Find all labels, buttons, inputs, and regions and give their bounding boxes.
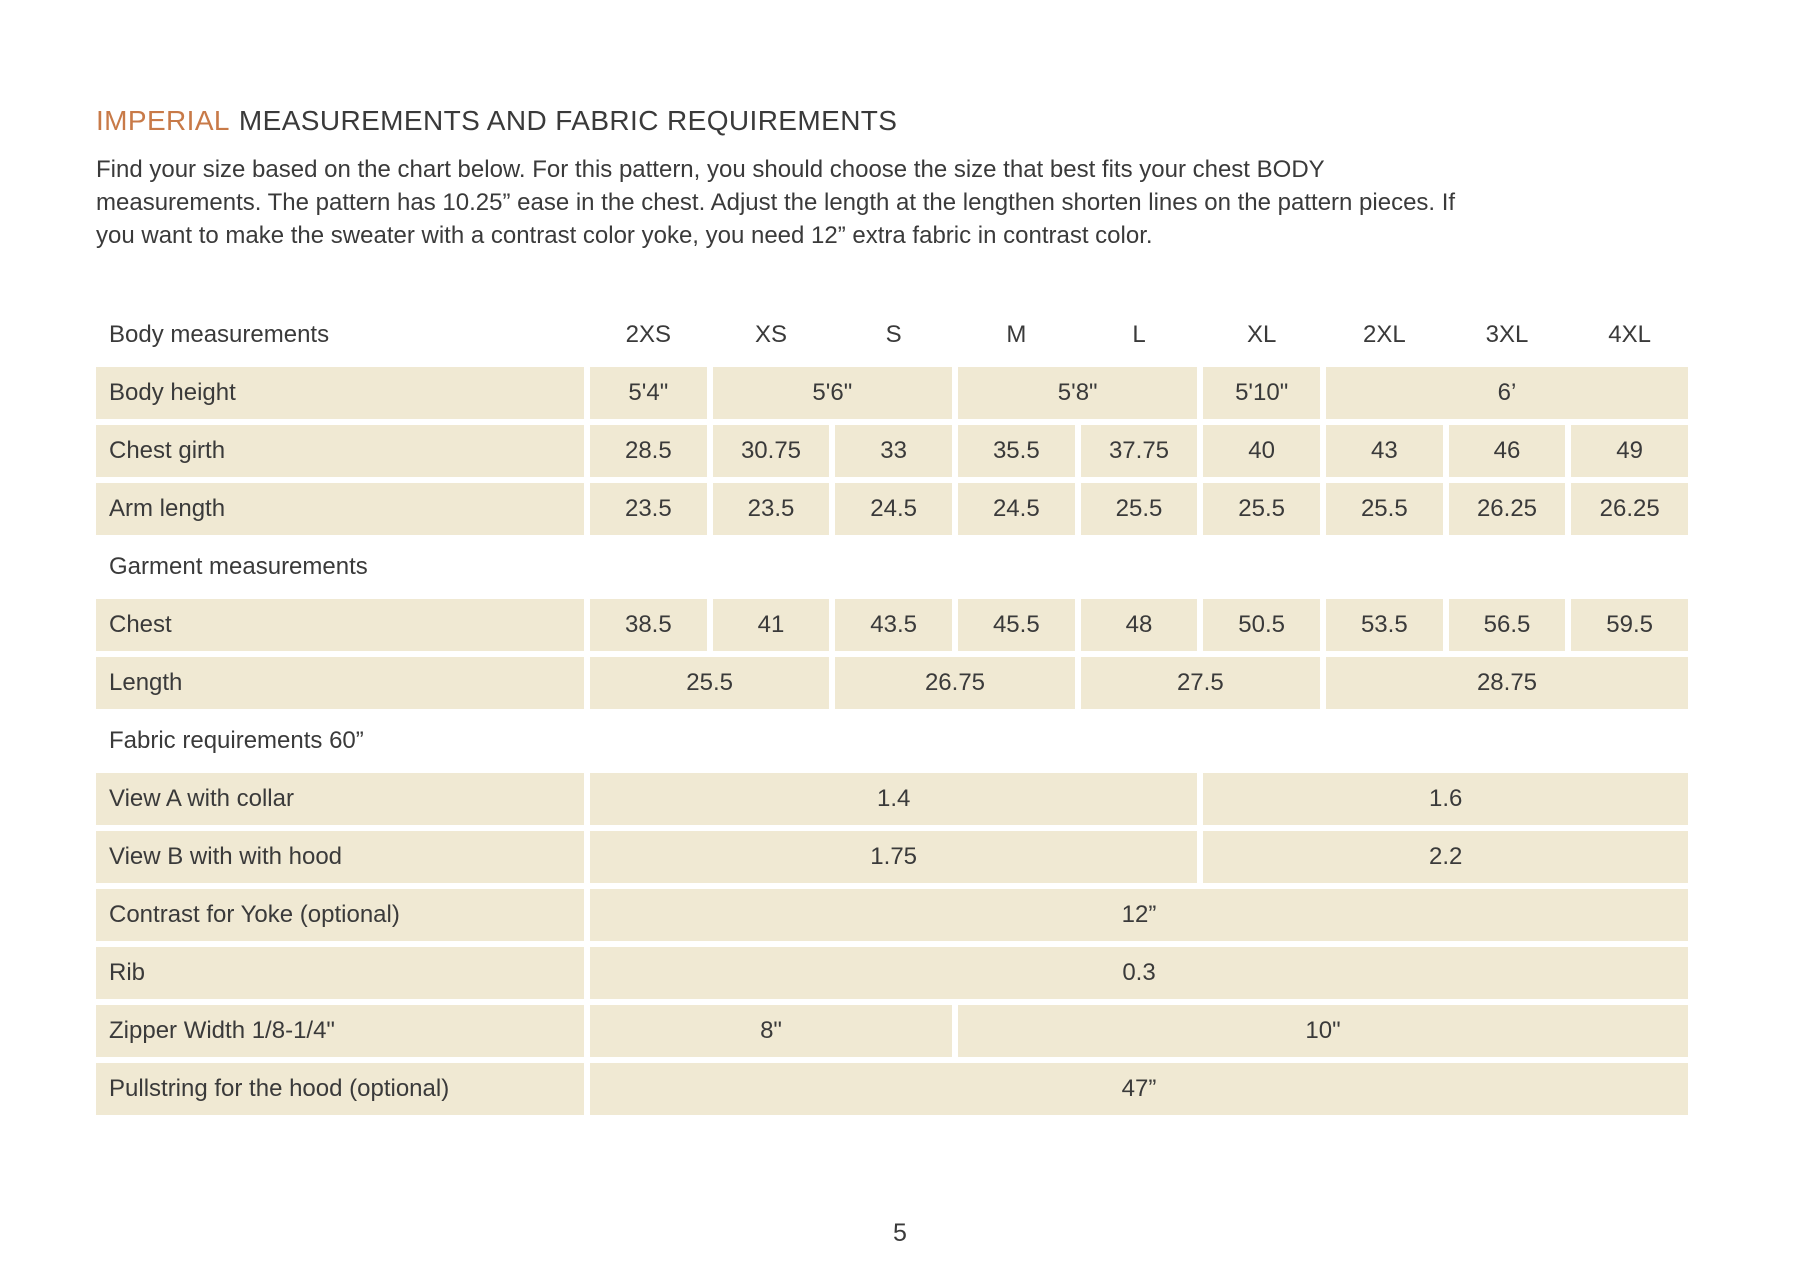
table-cell: 47” — [590, 1063, 1688, 1115]
table-cell: 46 — [1448, 425, 1566, 477]
table-cell: 5'10" — [1203, 367, 1320, 419]
table-cell: 48 — [1080, 599, 1198, 651]
row-label: Zipper Width 1/8-1/4" — [96, 1005, 584, 1057]
measurements-table: Body measurements 2XS XS S M L XL 2XL 3X… — [96, 309, 1688, 1115]
table-cell: 26.75 — [835, 657, 1075, 709]
table-cell: 35.5 — [957, 425, 1075, 477]
table-row-chest-girth: Chest girth 28.5 30.75 33 35.5 37.75 40 … — [96, 425, 1688, 477]
table-cell: 5'8" — [958, 367, 1198, 419]
title-highlight: IMPERIAL — [96, 105, 230, 136]
table-row-garment-chest: Chest 38.5 41 43.5 45.5 48 50.5 53.5 56.… — [96, 599, 1688, 651]
table-row-view-a: View A with collar 1.4 1.6 — [96, 773, 1688, 825]
size-column-header: L — [1132, 321, 1146, 348]
table-cell: 23.5 — [590, 483, 707, 535]
table-cell: 2.2 — [1203, 831, 1688, 883]
page-number: 5 — [893, 1219, 907, 1247]
table-cell: 28.75 — [1325, 657, 1688, 709]
column-header-label: Body measurements — [109, 321, 330, 348]
table-cell: 41 — [712, 599, 830, 651]
section-label: Fabric requirements 60” — [109, 727, 364, 754]
table-cell: 24.5 — [957, 483, 1075, 535]
table-cell: 8" — [590, 1005, 952, 1057]
size-column-header: 2XL — [1362, 321, 1406, 348]
row-label: Length — [96, 657, 584, 709]
table-cell: 5'4" — [590, 367, 707, 419]
row-label: Rib — [96, 947, 584, 999]
table-cell: 23.5 — [712, 483, 830, 535]
table-cell: 43.5 — [835, 599, 952, 651]
table-cell: 0.3 — [590, 947, 1688, 999]
table-cell: 37.75 — [1080, 425, 1198, 477]
section-row-garment-measurements: Garment measurements — [96, 541, 1688, 593]
size-column-header: 4XL — [1608, 321, 1651, 348]
size-column-header: M — [1006, 321, 1027, 348]
table-cell: 49 — [1571, 425, 1688, 477]
table-cell: 25.5 — [1203, 483, 1320, 535]
table-cell: 26.25 — [1571, 483, 1688, 535]
table-row-pullstring: Pullstring for the hood (optional) 47” — [96, 1063, 1688, 1115]
table-cell: 59.5 — [1571, 599, 1688, 651]
table-row-arm-length: Arm length 23.5 23.5 24.5 24.5 25.5 25.5… — [96, 483, 1688, 535]
table-cell: 26.25 — [1448, 483, 1566, 535]
table-cell: 27.5 — [1080, 657, 1320, 709]
table-row-contrast-yoke: Contrast for Yoke (optional) 12” — [96, 889, 1688, 941]
table-cell: 1.6 — [1203, 773, 1688, 825]
table-row-rib: Rib 0.3 — [96, 947, 1688, 999]
table-cell: 50.5 — [1203, 599, 1320, 651]
table-row-view-b: View B with with hood 1.75 2.2 — [96, 831, 1688, 883]
table-header-row: Body measurements 2XS XS S M L XL 2XL 3X… — [96, 309, 1688, 361]
title-text: MEASUREMENTS AND FABRIC REQUIREMENTS — [238, 105, 898, 136]
row-label: Arm length — [96, 483, 584, 535]
size-column-header: XL — [1246, 321, 1277, 348]
size-column-header: 3XL — [1485, 321, 1529, 348]
table-cell: 5'6" — [712, 367, 952, 419]
row-label: View A with collar — [96, 773, 584, 825]
size-column-header: 2XS — [625, 321, 672, 348]
table-cell: 12” — [590, 889, 1688, 941]
table-row-length: Length 25.5 26.75 27.5 28.75 — [96, 657, 1688, 709]
table-cell: 30.75 — [712, 425, 830, 477]
table-cell: 25.5 — [1325, 483, 1443, 535]
table-cell: 25.5 — [1080, 483, 1198, 535]
table-row-zipper-width: Zipper Width 1/8-1/4" 8" 10" — [96, 1005, 1688, 1057]
page-content: IMPERIAL MEASUREMENTS AND FABRIC REQUIREM… — [96, 0, 1800, 1115]
section-label: Garment measurements — [109, 553, 368, 580]
row-label: Pullstring for the hood (optional) — [96, 1063, 584, 1115]
table-cell: 38.5 — [590, 599, 707, 651]
row-label: Chest — [96, 599, 584, 651]
table-cell: 24.5 — [835, 483, 952, 535]
size-column-header: XS — [754, 321, 787, 348]
table-cell: 45.5 — [957, 599, 1075, 651]
table-cell: 28.5 — [590, 425, 707, 477]
row-label: Contrast for Yoke (optional) — [96, 889, 584, 941]
size-column-header: S — [885, 321, 902, 348]
row-label: Chest girth — [96, 425, 584, 477]
table-cell: 56.5 — [1448, 599, 1566, 651]
table-row-body-height: Body height 5'4" 5'6" 5'8" 5'10" 6’ — [96, 367, 1688, 419]
table-cell: 6’ — [1325, 367, 1688, 419]
row-label: View B with with hood — [96, 831, 584, 883]
table-cell: 25.5 — [590, 657, 830, 709]
section-row-fabric-requirements: Fabric requirements 60” — [96, 715, 1688, 767]
table-cell: 43 — [1325, 425, 1443, 477]
intro-paragraph: Find your size based on the chart below.… — [96, 156, 1456, 249]
table-cell: 1.4 — [590, 773, 1198, 825]
table-cell: 1.75 — [590, 831, 1198, 883]
row-label: Body height — [96, 367, 584, 419]
table-cell: 53.5 — [1325, 599, 1443, 651]
table-cell: 10" — [958, 1005, 1688, 1057]
page-title: IMPERIAL MEASUREMENTS AND FABRIC REQUIREM… — [96, 103, 1800, 139]
table-cell: 33 — [835, 425, 952, 477]
table-cell: 40 — [1203, 425, 1320, 477]
